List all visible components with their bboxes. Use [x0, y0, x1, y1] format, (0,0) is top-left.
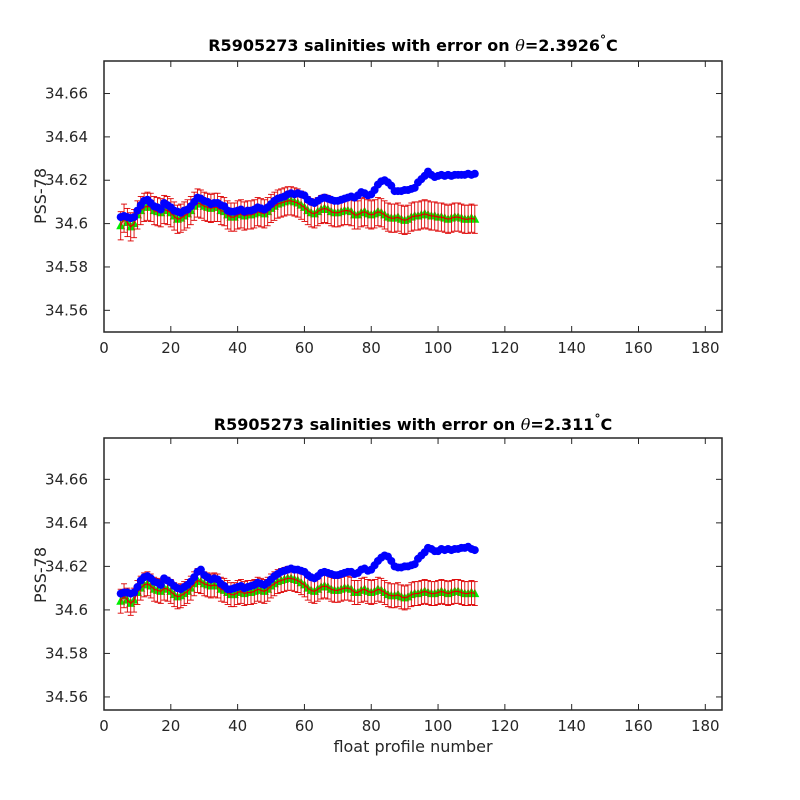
top-plot-ticks: 0 20 40 60 80 100 120 140 160 180 34.56 34.58 34.6 34…	[45, 61, 722, 357]
y-tick-label: 34.56	[45, 688, 88, 706]
x-tick-label: 20	[161, 717, 180, 735]
calibrated-salinity-point	[470, 169, 479, 178]
bottom-plot-ticks: 0 20 40 60 80 100 120 140 160 180 34.56 34.58 34.6 34…	[45, 438, 722, 735]
x-tick-label: 160	[624, 339, 653, 357]
y-tick-label: 34.66	[45, 85, 88, 103]
y-tick-label: 34.62	[45, 171, 88, 189]
x-tick-label: 160	[624, 717, 653, 735]
y-tick-label: 34.62	[45, 557, 88, 575]
y-tick-label: 34.58	[45, 644, 88, 662]
y-tick-label: 34.66	[45, 470, 88, 488]
y-tick-label: 34.64	[45, 514, 88, 532]
x-tick-label: 140	[557, 717, 586, 735]
calibrated-salinity-point	[133, 583, 142, 592]
x-tick-label: 20	[161, 339, 180, 357]
top-plot-data	[116, 167, 480, 242]
x-tick-label: 180	[691, 717, 720, 735]
x-tick-label: 60	[295, 339, 314, 357]
calibrated-salinity-point	[470, 546, 479, 555]
y-tick-label: 34.56	[45, 301, 88, 319]
bottom-plot: R5905273 salinities with error on θ=2.31…	[31, 412, 723, 756]
y-tick-label: 34.58	[45, 258, 88, 276]
x-tick-label: 80	[362, 339, 381, 357]
x-tick-label: 60	[295, 717, 314, 735]
top-plot-ylabel: PSS-78	[31, 168, 50, 224]
top-plot-title: R5905273 salinities with error on θ=2.39…	[208, 33, 618, 55]
x-tick-label: 0	[99, 339, 109, 357]
bottom-plot-frame	[103, 437, 723, 711]
bottom-plot-xlabel: float profile number	[333, 737, 493, 756]
bottom-plot-ylabel: PSS-78	[31, 547, 50, 603]
top-plot: R5905273 salinities with error on θ=2.39…	[31, 33, 723, 357]
x-tick-label: 120	[491, 717, 520, 735]
y-tick-label: 34.6	[55, 601, 88, 619]
mapped-salinity-line	[120, 200, 475, 228]
x-tick-label: 100	[424, 717, 453, 735]
y-tick-label: 34.64	[45, 128, 88, 146]
bottom-plot-data	[116, 542, 480, 616]
top-plot-frame	[103, 60, 723, 333]
calibrated-salinity-point	[156, 580, 165, 589]
x-tick-label: 0	[99, 717, 109, 735]
calibrated-salinity-point	[130, 213, 139, 222]
x-tick-label: 40	[228, 339, 247, 357]
y-tick-label: 34.6	[55, 215, 88, 233]
x-tick-label: 80	[362, 717, 381, 735]
x-tick-label: 120	[491, 339, 520, 357]
calibrated-salinity-point	[156, 205, 165, 214]
x-tick-label: 140	[557, 339, 586, 357]
bottom-plot-title: R5905273 salinities with error on θ=2.31…	[214, 412, 612, 434]
x-tick-label: 100	[424, 339, 453, 357]
x-tick-label: 180	[691, 339, 720, 357]
mapped-salinity-line	[120, 577, 475, 605]
x-tick-label: 40	[228, 717, 247, 735]
